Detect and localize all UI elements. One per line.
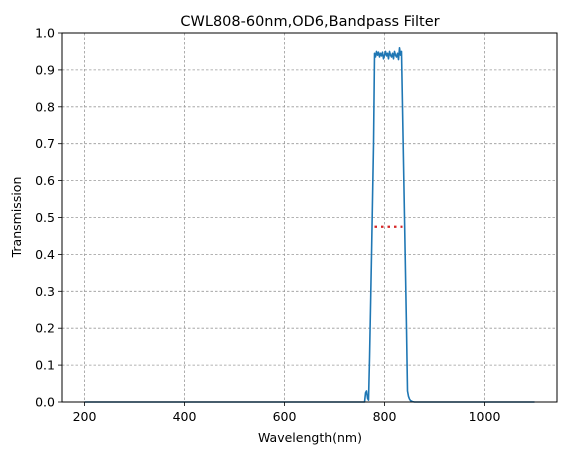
y-tick-label: 0.4 <box>35 247 55 262</box>
x-tick-label: 200 <box>73 409 97 424</box>
x-tick-label: 800 <box>373 409 397 424</box>
y-tick-label: 0.6 <box>35 173 55 188</box>
y-tick-label: 0.5 <box>35 210 55 225</box>
chart-title: CWL808-60nm,OD6,Bandpass Filter <box>180 14 439 30</box>
y-tick-label: 0.8 <box>35 99 55 114</box>
y-tick-label: 0.1 <box>35 358 55 373</box>
x-axis: 200 400 600 800 1000 <box>73 402 501 424</box>
series <box>84 46 535 403</box>
transmission-series-line <box>84 46 535 403</box>
x-tick-label: 600 <box>273 409 297 424</box>
y-tick-label: 0.9 <box>35 62 55 77</box>
y-axis-label: Transmission <box>9 177 24 259</box>
y-tick-label: 0.2 <box>35 321 55 336</box>
x-axis-label: Wavelength(nm) <box>258 430 362 445</box>
x-tick-label: 1000 <box>469 409 501 424</box>
grid <box>62 33 557 402</box>
y-tick-label: 1.0 <box>35 26 55 41</box>
x-tick-label: 400 <box>173 409 197 424</box>
y-tick-label: 0.3 <box>35 284 55 299</box>
y-axis: 0.0 0.1 0.2 0.3 0.4 0.5 0.6 0.7 0.8 0.9 1.0 <box>35 26 62 410</box>
y-tick-label: 0.7 <box>35 136 55 151</box>
y-tick-label: 0.0 <box>35 395 55 410</box>
